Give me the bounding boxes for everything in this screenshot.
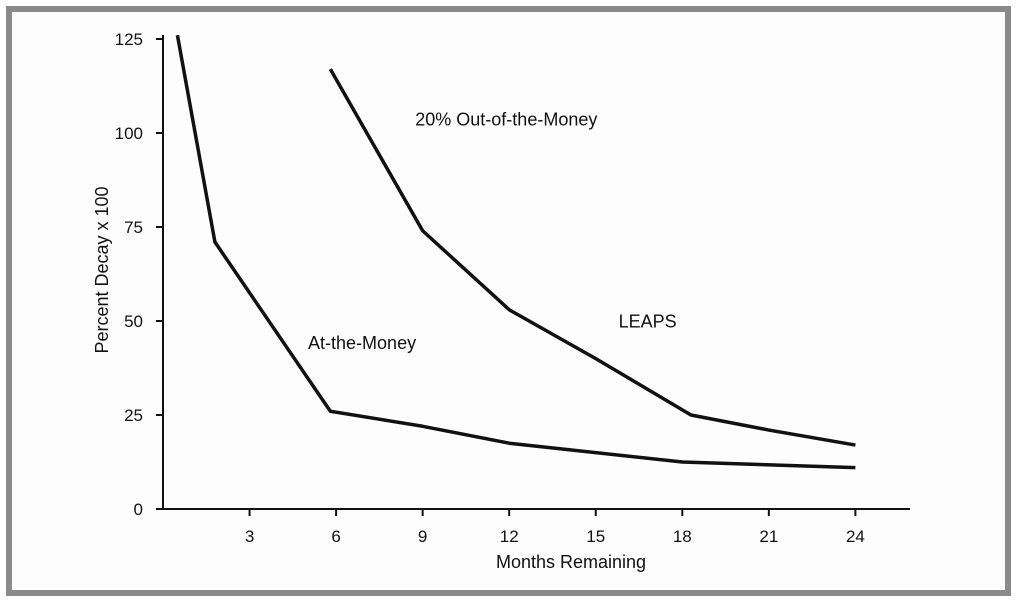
x-tick-label: 12 — [500, 527, 519, 546]
y-axis-title: Percent Decay x 100 — [92, 186, 112, 353]
x-tick-label: 24 — [846, 527, 865, 546]
y-tick-label: 0 — [134, 500, 143, 519]
x-tick-label: 15 — [586, 527, 605, 546]
x-tick-label: 9 — [418, 527, 427, 546]
annotation-label: 20% Out-of-the-Money — [415, 109, 597, 129]
y-tick-label: 25 — [124, 406, 143, 425]
x-tick-label: 21 — [759, 527, 778, 546]
annotation-label: LEAPS — [619, 311, 677, 331]
x-axis-title: Months Remaining — [496, 552, 646, 572]
y-tick-label: 125 — [115, 30, 143, 49]
chart-frame — [6, 6, 1011, 596]
x-tick-label: 3 — [245, 527, 254, 546]
x-tick-label: 6 — [331, 527, 340, 546]
x-tick-label: 18 — [673, 527, 692, 546]
y-tick-label: 75 — [124, 218, 143, 237]
annotation-label: At-the-Money — [308, 333, 416, 353]
y-tick-label: 100 — [115, 124, 143, 143]
series-line-at-the-money — [175, 34, 856, 470]
series-line-20-out-of-the-money — [328, 68, 856, 447]
y-tick-label: 50 — [124, 312, 143, 331]
